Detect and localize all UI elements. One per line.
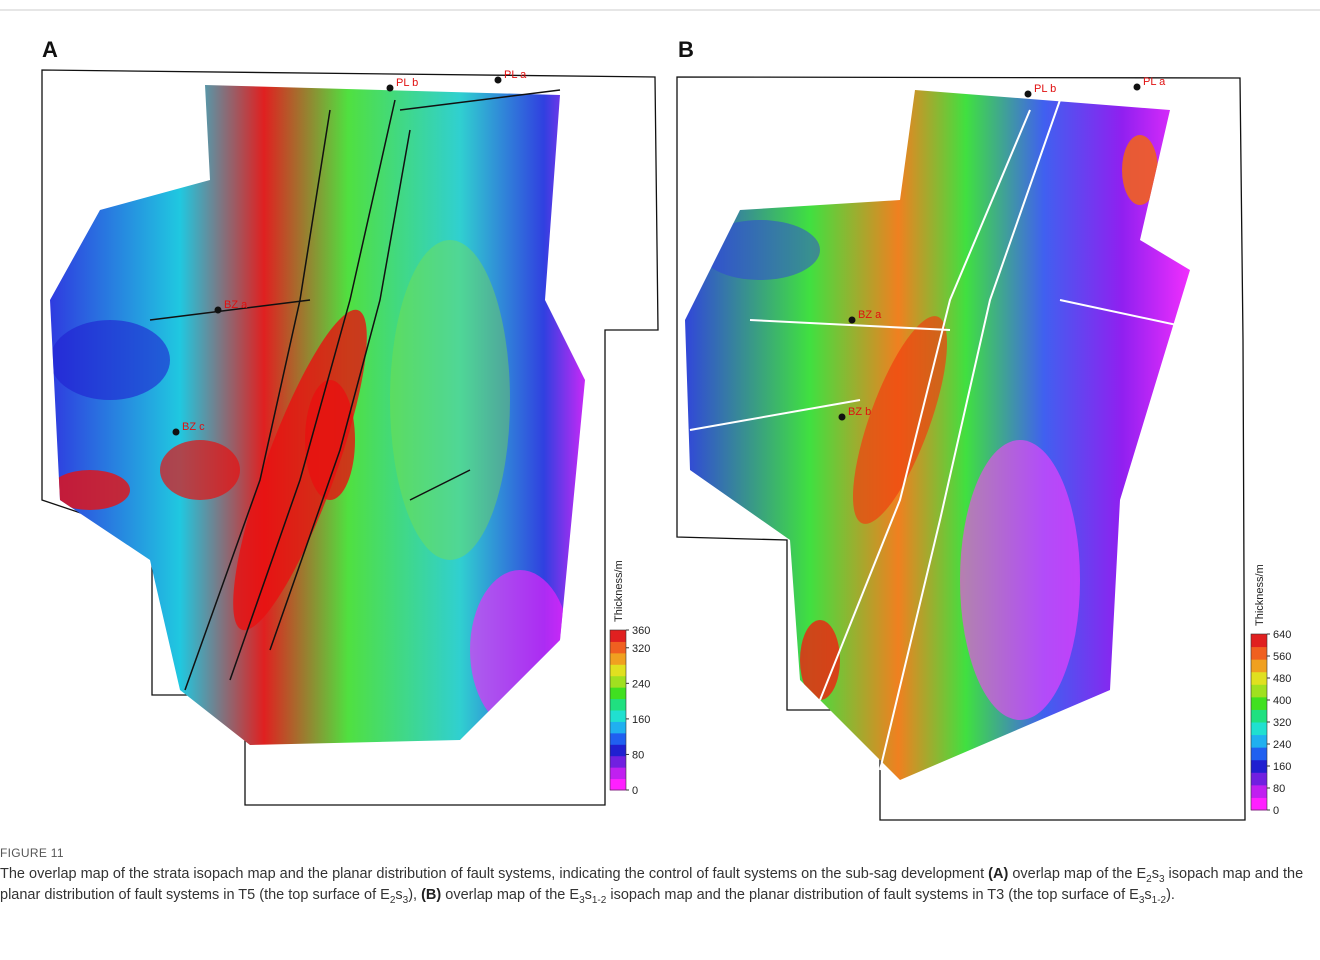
colorbar-tick-label: 160 [632, 714, 650, 726]
colorbar-band [1251, 672, 1267, 685]
colorbar-band [1251, 735, 1267, 748]
caption-run: (B) [421, 887, 441, 903]
colorbar-tick-label: 240 [632, 678, 650, 690]
well-marker [215, 307, 222, 314]
caption-run: s [395, 887, 402, 903]
well-marker [495, 77, 502, 84]
isopach-map [680, 85, 1200, 785]
caption-run: The overlap map of the strata isopach ma… [0, 866, 988, 882]
page: {"figure": { "panels": [ {"label": "A", … [0, 0, 1320, 960]
well-marker [849, 317, 856, 324]
colorbar-band [610, 721, 626, 733]
caption-run: isopach map and the planar distribution … [606, 887, 1139, 903]
colorbar-band [610, 756, 626, 768]
colorbar-tick-label: 360 [632, 625, 650, 637]
well-marker [387, 85, 394, 92]
caption-run: ), [408, 887, 421, 903]
colorbar-band [610, 744, 626, 756]
well-label: BZ c [182, 421, 205, 433]
colorbar-band [1251, 647, 1267, 660]
isopach-map [40, 80, 600, 760]
colorbar-tick-label: 80 [1273, 783, 1285, 795]
colorbar-band [610, 767, 626, 779]
well-marker [173, 429, 180, 436]
colorbar-band [1251, 659, 1267, 672]
caption-run: overlap map of the E [441, 887, 579, 903]
colorbar-band [1251, 684, 1267, 697]
well-label: PL b [1034, 83, 1056, 95]
colorbar-band [1251, 747, 1267, 760]
colorbar-band [610, 676, 626, 688]
well-label: BZ b [848, 406, 871, 418]
caption-run: 1-2 [592, 895, 606, 906]
colorbar-band [1251, 760, 1267, 773]
well-marker [1025, 91, 1032, 98]
caption: FIGURE 11 The overlap map of the strata i… [0, 843, 1320, 906]
well-label: PL a [504, 69, 527, 81]
panel-label: B [678, 37, 694, 62]
colorbar-band [1251, 785, 1267, 798]
colorbar-band [610, 779, 626, 791]
colorbar-tick-label: 320 [1273, 717, 1291, 729]
colorbar-title: Thickness/m [1254, 564, 1266, 626]
well-label: PL b [396, 77, 418, 89]
colorbar-tick-label: 640 [1273, 629, 1291, 641]
colorbar-band [1251, 772, 1267, 785]
caption-run: ). [1166, 887, 1175, 903]
colorbar-tick-label: 80 [632, 749, 644, 761]
colorbar-band [610, 699, 626, 711]
caption-run: 1-2 [1152, 895, 1166, 906]
colorbar-title: Thickness/m [613, 560, 625, 622]
colorbar-tick-label: 0 [632, 785, 638, 797]
caption-run: s [585, 887, 592, 903]
well-label: PL a [1143, 76, 1166, 88]
colorbar-band [1251, 709, 1267, 722]
caption-run: s [1152, 866, 1159, 882]
colorbar-tick-label: 240 [1273, 739, 1291, 751]
colorbar-band [1251, 634, 1267, 647]
colorbar-band [610, 664, 626, 676]
colorbar-band [610, 733, 626, 745]
colorbar-band [1251, 797, 1267, 810]
well-label: BZ a [224, 299, 248, 311]
colorbar-band [610, 653, 626, 665]
colorbar-tick-label: 0 [1273, 805, 1279, 817]
caption-run: s [1144, 887, 1151, 903]
caption-text: The overlap map of the strata isopach ma… [0, 864, 1320, 906]
colorbar-band [1251, 697, 1267, 710]
caption-run: (A) [988, 866, 1008, 882]
colorbar-tick-label: 560 [1273, 651, 1291, 663]
figure: A PL a PL b BZ a BZ c 0 80 160 240 320 360 Thicknes… [0, 0, 1320, 840]
caption-label: FIGURE 11 [0, 843, 1320, 864]
colorbar-tick-label: 160 [1273, 761, 1291, 773]
well-marker [1134, 84, 1141, 91]
caption-run: overlap map of the E [1008, 866, 1146, 882]
well-marker [839, 414, 846, 421]
well-label: BZ a [858, 309, 882, 321]
colorbar-band [610, 687, 626, 699]
colorbar-tick-label: 400 [1273, 695, 1291, 707]
panel-label: A [42, 37, 58, 62]
colorbar-band [610, 710, 626, 722]
colorbar-band [1251, 722, 1267, 735]
colorbar-band [610, 630, 626, 642]
colorbar-band [610, 641, 626, 653]
colorbar-tick-label: 320 [632, 643, 650, 655]
colorbar-tick-label: 480 [1273, 673, 1291, 685]
